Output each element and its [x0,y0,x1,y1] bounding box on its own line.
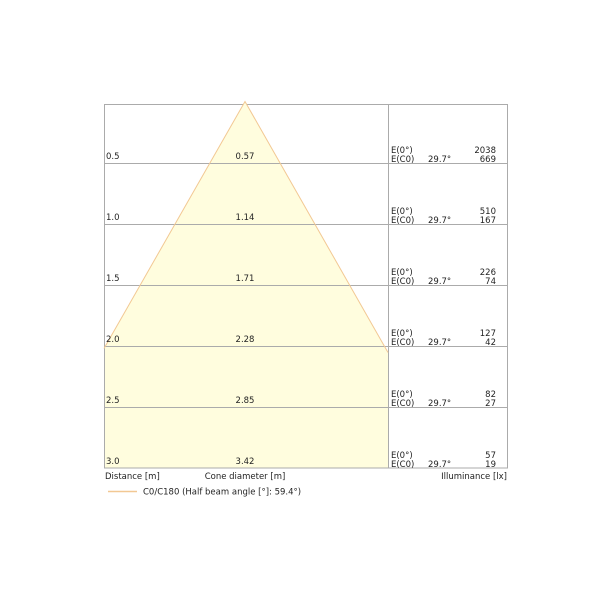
e0-value: 82 [485,390,496,400]
half-beam-angle-value: 29.7° [428,216,451,226]
legend-label: C0/C180 (Half beam angle [°]: 59.4°) [143,488,301,498]
ec0-label: E(C0) [391,155,414,165]
cone-diameter-value: 1.71 [236,274,255,284]
half-beam-angle-value: 29.7° [428,399,451,409]
e0-label: E(0°) [391,207,413,217]
illuminance-axis-label: Illuminance [lx] [441,472,507,482]
distance-value: 2.5 [106,396,120,406]
light-cone-shape [104,101,388,468]
e0-value: 226 [480,268,496,278]
ec0-label: E(C0) [391,399,414,409]
cone-diameter-value: 1.14 [236,213,255,223]
distance-value: 2.0 [106,335,120,345]
e0-value: 127 [480,329,496,339]
axis-labels: Distance [m] Cone diameter [m] Illuminan… [105,472,507,482]
light-cone-edges [103,100,389,353]
cone-diameter-value: 2.28 [236,335,255,345]
e0-label: E(0°) [391,268,413,278]
ec0-label: E(C0) [391,338,414,348]
ec0-value: 74 [485,277,496,287]
e0-label: E(0°) [391,329,413,339]
table-row: 2.0 2.28 E(0°) 127 E(C0) 29.7° 42 [106,329,496,348]
cone-diameter-value: 3.42 [236,457,255,467]
ec0-value: 167 [480,216,496,226]
cone-diameter-value: 0.57 [236,152,255,162]
ec0-label: E(C0) [391,216,414,226]
table-row: 0.5 0.57 E(0°) 2038 E(C0) 29.7° 669 [106,146,496,165]
cone-diameter-axis-label: Cone diameter [m] [205,472,286,482]
distance-value: 0.5 [106,152,120,162]
half-beam-angle-value: 29.7° [428,338,451,348]
grid-lines [104,104,508,469]
ec0-label: E(C0) [391,277,414,287]
e0-value: 2038 [474,146,496,156]
ec0-value: 27 [485,399,496,409]
ec0-value: 669 [480,155,496,165]
table-row: 1.5 1.71 E(0°) 226 E(C0) 29.7° 74 [106,268,496,287]
e0-label: E(0°) [391,390,413,400]
half-beam-angle-value: 29.7° [428,460,451,470]
half-beam-angle-value: 29.7° [428,277,451,287]
ec0-label: E(C0) [391,460,414,470]
table-row: 2.5 2.85 E(0°) 82 E(C0) 29.7° 27 [106,390,496,409]
distance-value: 3.0 [106,457,120,467]
table-row: 1.0 1.14 E(0°) 510 E(C0) 29.7° 167 [106,207,496,226]
distance-axis-label: Distance [m] [105,472,160,482]
distance-value: 1.0 [106,213,120,223]
chart-legend: C0/C180 (Half beam angle [°]: 59.4°) [108,488,301,498]
ec0-value: 42 [485,338,496,348]
distance-value: 1.5 [106,274,120,284]
cone-diameter-value: 2.85 [236,396,255,406]
e0-value: 57 [485,451,496,461]
table-row: 3.0 3.42 E(0°) 57 E(C0) 29.7° 19 [106,451,496,470]
e0-label: E(0°) [391,146,413,156]
e0-value: 510 [480,207,496,217]
ec0-value: 19 [485,460,496,470]
half-beam-angle-value: 29.7° [428,155,451,165]
e0-label: E(0°) [391,451,413,461]
